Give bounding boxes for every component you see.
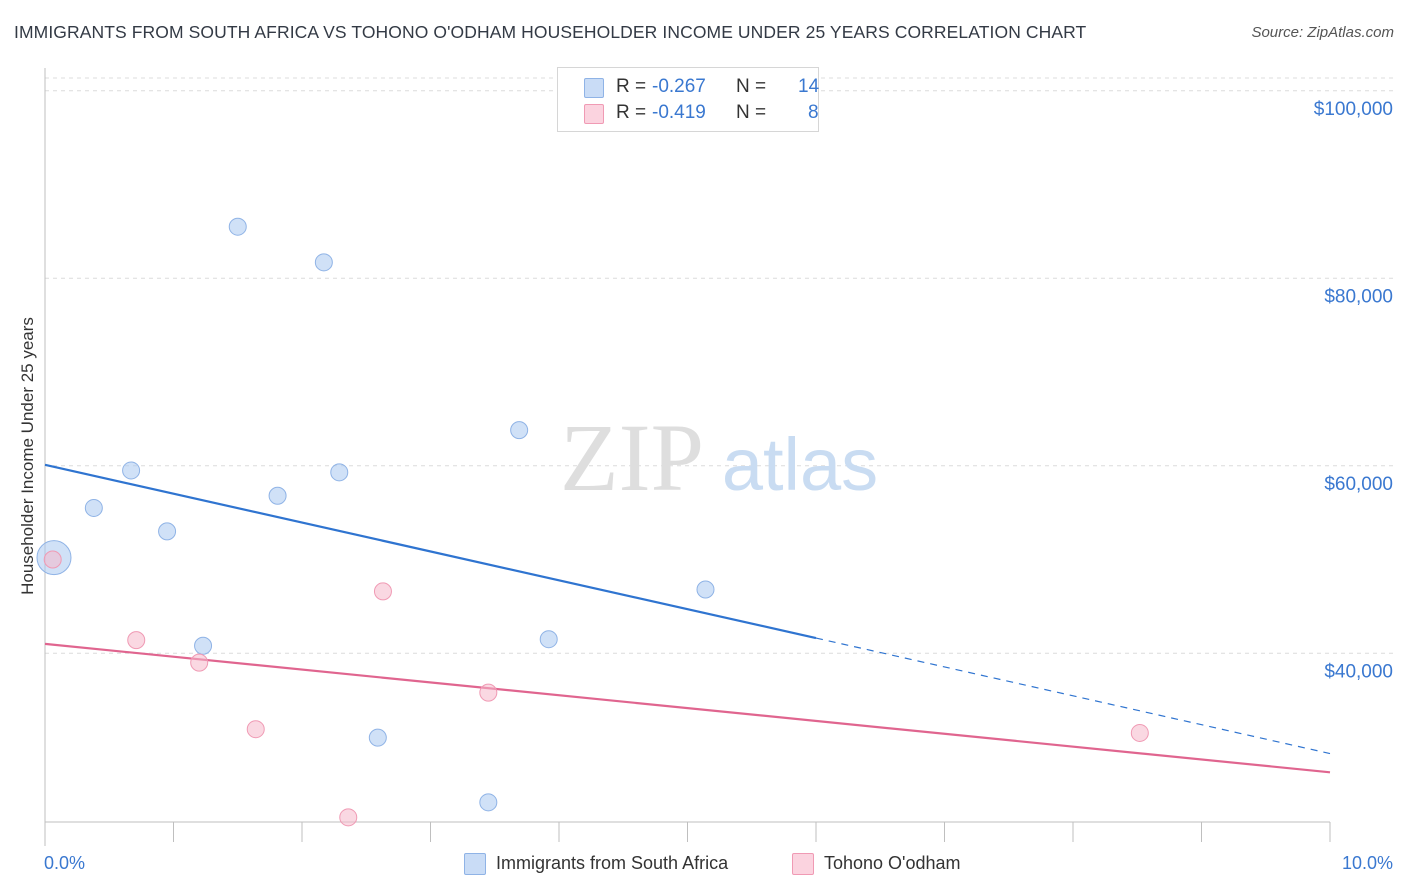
bottom-legend-swatch-pink: [792, 853, 814, 875]
source-label: Source: ZipAtlas.com: [1251, 24, 1394, 41]
x-tick-label: 10.0%: [1342, 853, 1393, 873]
legend-swatch-blue: [584, 78, 604, 98]
data-points: [36, 217, 1149, 827]
watermark-zip: ZIP: [560, 404, 704, 511]
legend-r-value: -0.267: [652, 76, 706, 97]
data-point-tohono: [1130, 723, 1149, 742]
chart-title: IMMIGRANTS FROM SOUTH AFRICA VS TOHONO O…: [14, 22, 1087, 42]
y-axis-label: Householder Income Under 25 years: [18, 317, 37, 595]
gridlines: [45, 77, 1395, 654]
axes: [44, 68, 1331, 846]
data-point-south-africa: [368, 728, 387, 747]
bottom-legend-label: Tohono O'odham: [824, 853, 961, 873]
data-point-tohono: [43, 550, 62, 569]
y-tick-label: $60,000: [1324, 474, 1393, 495]
data-point-tohono: [339, 808, 358, 827]
trend-line-dashed: [815, 637, 1331, 755]
trend-line: [44, 642, 1331, 774]
data-point-south-africa: [539, 630, 558, 649]
data-point-tohono: [479, 683, 498, 702]
data-point-south-africa: [330, 463, 349, 482]
bottom-legend-swatch-blue: [464, 853, 486, 875]
trend-line-solid: [44, 463, 817, 640]
data-point-tohono: [127, 631, 146, 650]
legend-swatch-pink: [584, 104, 604, 124]
legend-n-value: 14: [798, 76, 820, 97]
legend-r-label: R =: [616, 76, 647, 97]
data-point-south-africa: [479, 793, 498, 812]
correlation-legend: R = -0.267 N = 14 R = -0.419 N = 8: [557, 67, 819, 132]
data-point-south-africa: [510, 421, 529, 440]
legend-r-value: -0.419: [652, 102, 706, 123]
watermark-atlas: atlas: [722, 423, 878, 506]
y-tick-label: $100,000: [1314, 99, 1393, 120]
legend-n-label: N =: [736, 102, 767, 123]
legend-n-label: N =: [736, 76, 767, 97]
data-point-tohono: [190, 653, 209, 672]
y-tick-label: $80,000: [1324, 286, 1393, 307]
bottom-legend-label: Immigrants from South Africa: [496, 853, 729, 873]
tick-labels: $40,000 $60,000 $80,000 $100,000 0.0% 10.0%: [44, 99, 1393, 873]
data-point-tohono: [373, 582, 392, 601]
data-point-tohono: [246, 720, 265, 739]
data-point-south-africa: [696, 580, 715, 599]
data-point-south-africa: [194, 636, 213, 655]
legend-n-value: 8: [808, 102, 819, 123]
x-tick-label: 0.0%: [44, 853, 85, 873]
data-point-south-africa: [158, 522, 177, 541]
y-tick-label: $40,000: [1324, 661, 1393, 682]
legend-r-label: R =: [616, 102, 647, 123]
data-point-south-africa: [314, 253, 333, 272]
data-point-south-africa: [268, 486, 287, 505]
data-point-south-africa: [228, 217, 247, 236]
data-point-south-africa: [84, 498, 103, 517]
data-point-south-africa: [122, 461, 141, 480]
trend-lines: [44, 463, 1331, 774]
